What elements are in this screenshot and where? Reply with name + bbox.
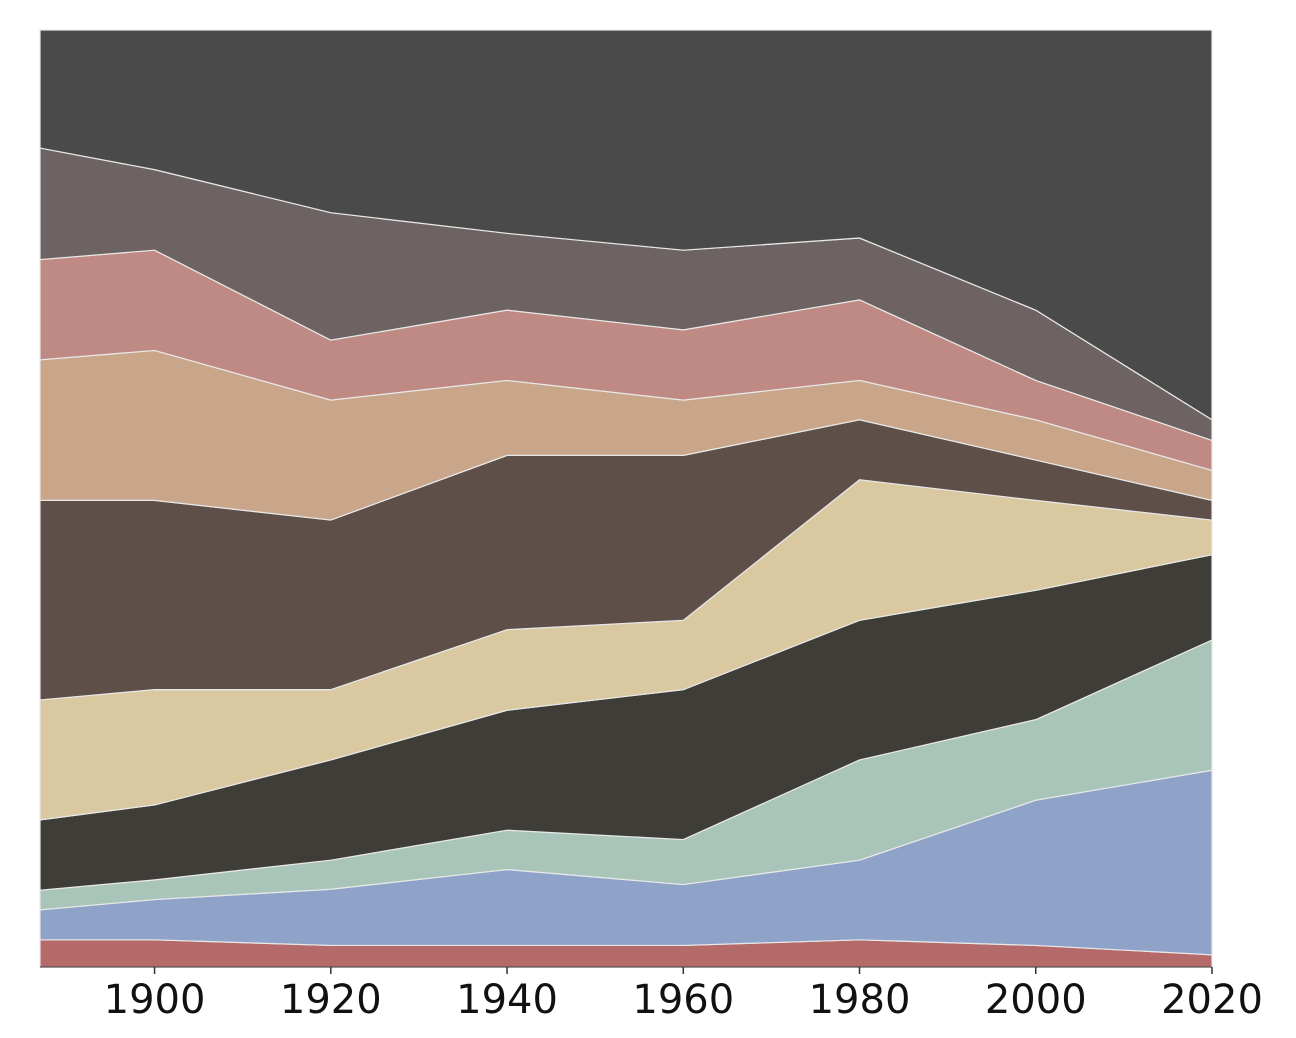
x-tick-label: 1960 [632, 977, 734, 1023]
x-tick-label: 1900 [104, 977, 206, 1023]
x-tick-label: 1980 [809, 977, 911, 1023]
x-tick-label: 2020 [1161, 977, 1263, 1023]
x-tick-label: 1920 [280, 977, 382, 1023]
area [39, 29, 1213, 421]
x-tick-label: 1940 [456, 977, 558, 1023]
x-tick-label: 2000 [985, 977, 1087, 1023]
